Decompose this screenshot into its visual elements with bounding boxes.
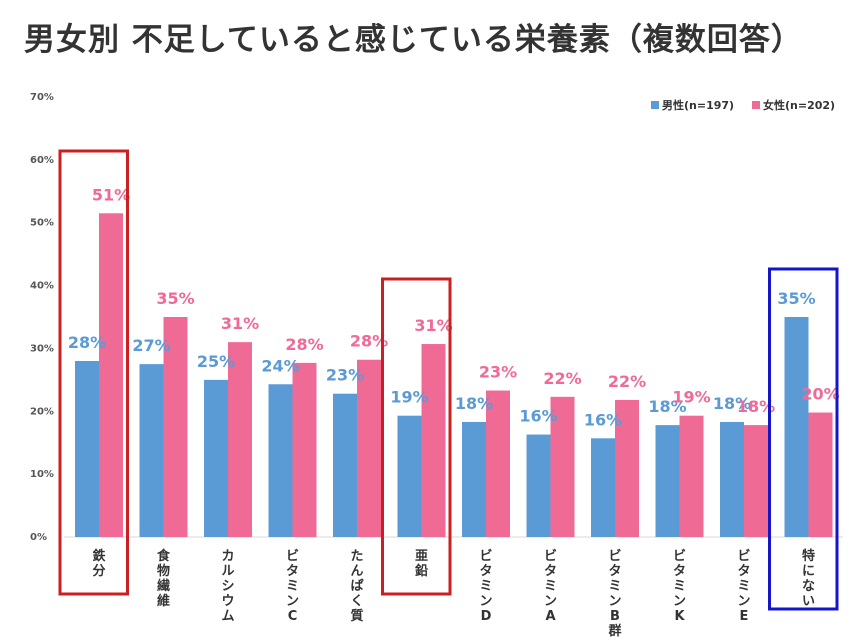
x-tick-label: 食物繊維 <box>157 548 171 609</box>
x-tick-label: ビタミン C <box>286 548 299 624</box>
x-tick-label: ビタミン K <box>673 548 686 624</box>
data-label-male: 25% <box>197 352 235 371</box>
data-label-female: 35% <box>156 289 194 308</box>
data-label-male: 24% <box>261 356 299 375</box>
y-tick-label: 40% <box>30 281 54 292</box>
x-tick-label: 特にない <box>802 548 815 609</box>
data-label-male: 23% <box>326 366 364 385</box>
y-tick-label: 20% <box>30 406 54 417</box>
bar-male <box>333 393 357 537</box>
bar-female <box>679 415 704 537</box>
legend-label-female: 女性(n=202) <box>763 98 835 112</box>
bar-female <box>99 213 123 538</box>
data-label-female: 28% <box>350 332 388 351</box>
bar-female <box>615 399 639 537</box>
bar-male <box>591 438 615 537</box>
bar-male <box>526 434 551 537</box>
x-tick-label: 亜鉛 <box>415 549 428 579</box>
data-label-female: 23% <box>479 363 517 382</box>
bar-female <box>357 359 381 537</box>
data-label-female: 51% <box>92 185 130 204</box>
bar-male <box>75 361 99 537</box>
bar-male <box>784 317 809 537</box>
data-label-female: 18% <box>737 397 775 416</box>
data-label-female: 22% <box>543 369 581 388</box>
bar-male <box>655 425 680 537</box>
data-label-female: 31% <box>414 316 452 335</box>
bar-male <box>204 379 228 537</box>
data-label-male: 16% <box>584 410 622 429</box>
x-tick-label: ビタミン A <box>544 548 557 624</box>
y-tick-label: 50% <box>30 218 54 229</box>
bar-female <box>228 342 252 537</box>
data-label-male: 35% <box>777 289 815 308</box>
x-tick-label: たんぱく質 <box>350 549 363 624</box>
bar-male <box>462 421 486 537</box>
x-tick-label: カルシウム <box>221 549 234 624</box>
data-label-male: 28% <box>68 333 106 352</box>
highlight-box-red <box>58 149 129 596</box>
y-tick-label: 30% <box>30 343 54 354</box>
data-label-female: 28% <box>285 335 323 354</box>
x-tick-label: ビタミン E <box>737 548 750 624</box>
y-tick-label: 60% <box>30 155 54 166</box>
bar-female <box>292 362 317 537</box>
y-tick-label: 70% <box>30 92 54 103</box>
data-label-male: 27% <box>132 336 170 355</box>
data-label-male: 16% <box>519 407 557 426</box>
data-label-male: 19% <box>390 388 428 407</box>
y-tick-label: 10% <box>30 469 54 480</box>
x-tick-label: 鉄分 <box>92 548 105 579</box>
x-tick-label: ビタミン D <box>479 548 492 624</box>
highlight-box-red <box>381 277 452 596</box>
bar-male <box>139 364 164 537</box>
y-tick-label: 0% <box>30 532 47 543</box>
bar-male <box>720 421 744 537</box>
x-tick-label: ビタミン B 群 <box>608 548 621 639</box>
data-label-female: 22% <box>608 372 646 391</box>
data-label-female: 19% <box>672 388 710 407</box>
bar-male <box>268 384 293 537</box>
bar-female <box>808 412 833 537</box>
highlight-box-blue <box>768 267 839 611</box>
legend-label-male: 男性(n=197) <box>662 98 734 112</box>
data-label-male: 18% <box>455 394 493 413</box>
bar-female <box>550 396 575 537</box>
data-label-female: 31% <box>221 314 259 333</box>
bar-female <box>486 390 510 537</box>
data-label-female: 20% <box>801 385 839 404</box>
bar-female <box>421 344 446 537</box>
bar-male <box>397 415 422 537</box>
legend-swatch-female <box>752 101 760 109</box>
bar-female <box>744 425 768 537</box>
bar-female <box>163 317 188 537</box>
data-label-male: 18% <box>648 397 686 416</box>
data-label-male: 18% <box>713 394 751 413</box>
legend-swatch-male <box>651 101 659 109</box>
page-title: 男女別 不足していると感じている栄養素（複数回答） <box>24 22 803 58</box>
